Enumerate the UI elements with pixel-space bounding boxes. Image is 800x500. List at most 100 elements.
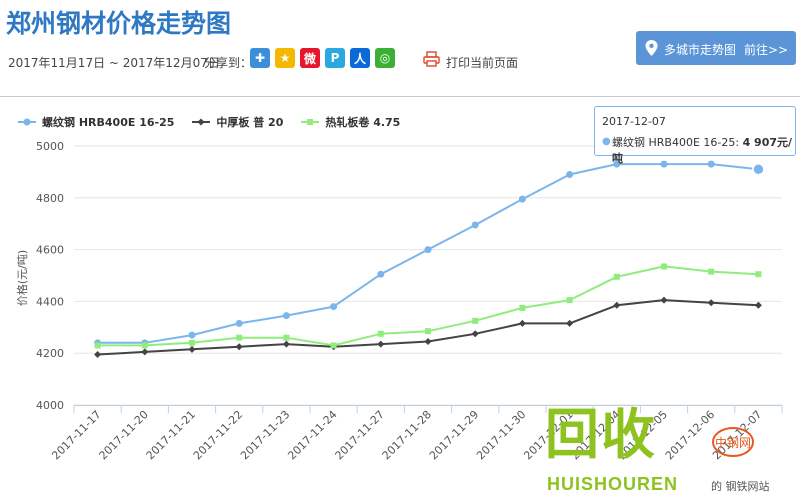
data-point bbox=[566, 319, 574, 327]
data-point bbox=[566, 297, 573, 304]
data-point bbox=[188, 331, 196, 339]
svg-text:中钢网: 中钢网 bbox=[715, 435, 751, 450]
data-point bbox=[755, 271, 762, 278]
watermark-logo: 回收 bbox=[545, 403, 657, 466]
data-point bbox=[518, 195, 526, 203]
x-tick-label: 2017-11-23 bbox=[238, 408, 292, 462]
data-point bbox=[282, 340, 290, 348]
x-tick-label: 2017-11-17 bbox=[49, 408, 103, 462]
location-pin-icon bbox=[645, 40, 658, 56]
data-point bbox=[377, 330, 384, 337]
data-point bbox=[282, 312, 290, 320]
data-point bbox=[141, 348, 149, 356]
go-link[interactable]: 前往>> bbox=[744, 43, 789, 57]
y-tick-label: 4600 bbox=[36, 244, 64, 257]
data-point bbox=[472, 317, 479, 324]
x-tick-label: 2017-11-27 bbox=[333, 408, 387, 462]
share-icon-group: ✚ ★ 微 P 人 ◎ bbox=[250, 48, 395, 68]
watermark-subtitle: 的 钢铁网站 bbox=[711, 480, 770, 493]
data-point bbox=[283, 334, 290, 341]
header-divider bbox=[0, 96, 800, 97]
legend-label: 螺纹钢 HRB400E 16-25 bbox=[42, 116, 175, 129]
chart-legend: 螺纹钢 HRB400E 16-25 中厚板 普 20 热轧板卷 4.75 bbox=[18, 114, 400, 130]
data-point bbox=[613, 160, 621, 168]
data-point bbox=[471, 221, 479, 229]
chart-tooltip: 2017-12-07 ● 螺纹钢 HRB400E 16-25: 4 907元/吨 bbox=[594, 106, 796, 165]
series-line bbox=[97, 299, 759, 356]
printer-icon[interactable] bbox=[423, 51, 440, 67]
share-label: 分享到： bbox=[204, 56, 253, 70]
hover-point bbox=[752, 163, 765, 176]
wechat-share-icon[interactable]: ◎ bbox=[375, 48, 395, 68]
watermark: 回收 中钢网 HUISHOUREN 的 钢铁网站 bbox=[545, 402, 795, 497]
data-point bbox=[94, 342, 101, 349]
renren-share-icon[interactable]: 人 bbox=[350, 48, 370, 68]
x-tick-label: 2017-11-28 bbox=[380, 408, 434, 462]
data-point bbox=[188, 345, 196, 353]
data-point bbox=[471, 330, 479, 338]
y-tick-label: 4400 bbox=[36, 295, 64, 308]
tencent-weibo-share-icon[interactable]: P bbox=[325, 48, 345, 68]
x-tick-label: 2017-11-20 bbox=[97, 408, 151, 462]
data-point bbox=[377, 270, 385, 278]
y-tick-label: 4800 bbox=[36, 192, 64, 205]
multi-city-chart-button[interactable]: 多城市走势图 前往>> bbox=[636, 31, 796, 65]
data-point bbox=[707, 299, 715, 307]
legend-label: 热轧板卷 4.75 bbox=[325, 116, 401, 129]
data-point bbox=[660, 160, 668, 168]
data-point bbox=[330, 303, 338, 311]
data-point bbox=[661, 263, 667, 270]
print-page-link[interactable]: 打印当前页面 bbox=[446, 56, 519, 70]
qzone-share-icon[interactable]: ★ bbox=[275, 48, 295, 68]
y-tick-label: 4200 bbox=[36, 347, 64, 360]
data-point bbox=[424, 338, 432, 346]
data-point bbox=[754, 301, 762, 309]
data-point bbox=[236, 334, 243, 341]
weibo-share-icon[interactable]: 微 bbox=[300, 48, 320, 68]
x-tick-label: 2017-11-29 bbox=[427, 408, 481, 462]
tooltip-value: 4 907元/吨 bbox=[612, 136, 793, 165]
tooltip-series-label: 螺纹钢 HRB400E 16-25: bbox=[612, 136, 743, 149]
y-axis-title: 价格(元/吨) bbox=[15, 250, 29, 306]
data-point bbox=[708, 268, 715, 275]
data-point bbox=[425, 328, 431, 335]
watermark-brand: HUISHOUREN bbox=[547, 474, 679, 494]
data-point bbox=[330, 342, 337, 349]
data-point bbox=[424, 246, 432, 254]
legend-item[interactable]: 热轧板卷 4.75 bbox=[301, 114, 400, 130]
y-tick-label: 4000 bbox=[36, 399, 64, 412]
data-point bbox=[613, 301, 621, 309]
data-point bbox=[566, 170, 574, 178]
y-tick-label: 5000 bbox=[36, 140, 64, 153]
data-point bbox=[377, 340, 385, 348]
x-tick-label: 2017-11-22 bbox=[191, 408, 245, 462]
series-line bbox=[97, 163, 759, 344]
x-tick-label: 2017-11-21 bbox=[144, 408, 198, 462]
data-point bbox=[518, 319, 526, 327]
data-point bbox=[519, 304, 526, 311]
date-range: 2017年11月17日 ~ 2017年12月07日 bbox=[8, 56, 220, 70]
x-tick-label: 2017-11-24 bbox=[285, 408, 339, 462]
data-point bbox=[94, 350, 102, 358]
data-point bbox=[189, 339, 195, 346]
data-point bbox=[660, 296, 668, 304]
x-tick-label: 2017-11-30 bbox=[474, 408, 528, 462]
watermark-stamp: 中钢网 bbox=[712, 427, 754, 457]
data-point bbox=[613, 273, 620, 280]
legend-swatch bbox=[18, 118, 36, 126]
data-point bbox=[235, 343, 243, 351]
data-point bbox=[707, 160, 715, 168]
data-point bbox=[141, 342, 148, 349]
tooltip-series-dot: ● bbox=[602, 136, 611, 147]
page-title: 郑州钢材价格走势图 bbox=[6, 9, 232, 38]
tooltip-date: 2017-12-07 bbox=[602, 115, 666, 128]
legend-label: 中厚板 普 20 bbox=[216, 116, 284, 129]
plus-share-icon[interactable]: ✚ bbox=[250, 48, 270, 68]
legend-item[interactable]: 螺纹钢 HRB400E 16-25 bbox=[18, 114, 174, 130]
legend-swatch bbox=[192, 118, 211, 126]
data-point bbox=[235, 319, 243, 327]
legend-item[interactable]: 中厚板 普 20 bbox=[192, 114, 283, 130]
legend-swatch bbox=[301, 119, 320, 125]
multi-city-label: 多城市走势图 bbox=[664, 43, 737, 57]
